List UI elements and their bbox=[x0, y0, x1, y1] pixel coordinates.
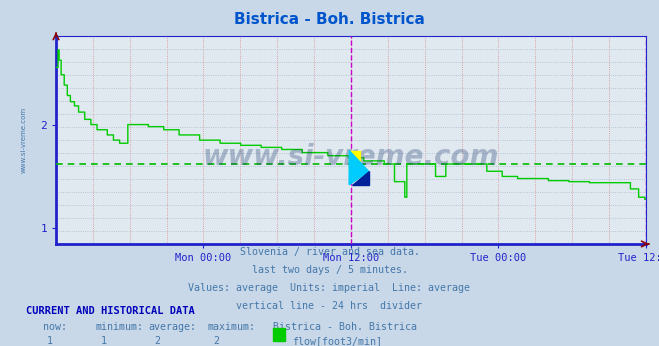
Text: Bistrica - Boh. Bistrica: Bistrica - Boh. Bistrica bbox=[234, 12, 425, 27]
Text: Values: average  Units: imperial  Line: average: Values: average Units: imperial Line: av… bbox=[188, 283, 471, 293]
Text: Slovenia / river and sea data.: Slovenia / river and sea data. bbox=[239, 247, 420, 257]
Text: Bistrica - Boh. Bistrica: Bistrica - Boh. Bistrica bbox=[273, 322, 418, 333]
Text: 1: 1 bbox=[46, 336, 53, 346]
Text: vertical line - 24 hrs  divider: vertical line - 24 hrs divider bbox=[237, 301, 422, 311]
Text: now:: now: bbox=[43, 322, 67, 333]
Text: last two days / 5 minutes.: last two days / 5 minutes. bbox=[252, 265, 407, 275]
Polygon shape bbox=[352, 171, 368, 185]
Text: minimum:: minimum: bbox=[96, 322, 144, 333]
Text: www.si-vreme.com: www.si-vreme.com bbox=[203, 143, 499, 171]
Text: flow[foot3/min]: flow[foot3/min] bbox=[292, 336, 382, 346]
Text: maximum:: maximum: bbox=[208, 322, 256, 333]
Text: CURRENT AND HISTORICAL DATA: CURRENT AND HISTORICAL DATA bbox=[26, 306, 195, 316]
Polygon shape bbox=[349, 151, 368, 185]
Text: 2: 2 bbox=[213, 336, 219, 346]
Text: 2: 2 bbox=[154, 336, 160, 346]
Text: average:: average: bbox=[148, 322, 196, 333]
Text: www.si-vreme.com: www.si-vreme.com bbox=[20, 107, 26, 173]
Text: 1: 1 bbox=[101, 336, 107, 346]
Bar bbox=[349, 151, 360, 171]
